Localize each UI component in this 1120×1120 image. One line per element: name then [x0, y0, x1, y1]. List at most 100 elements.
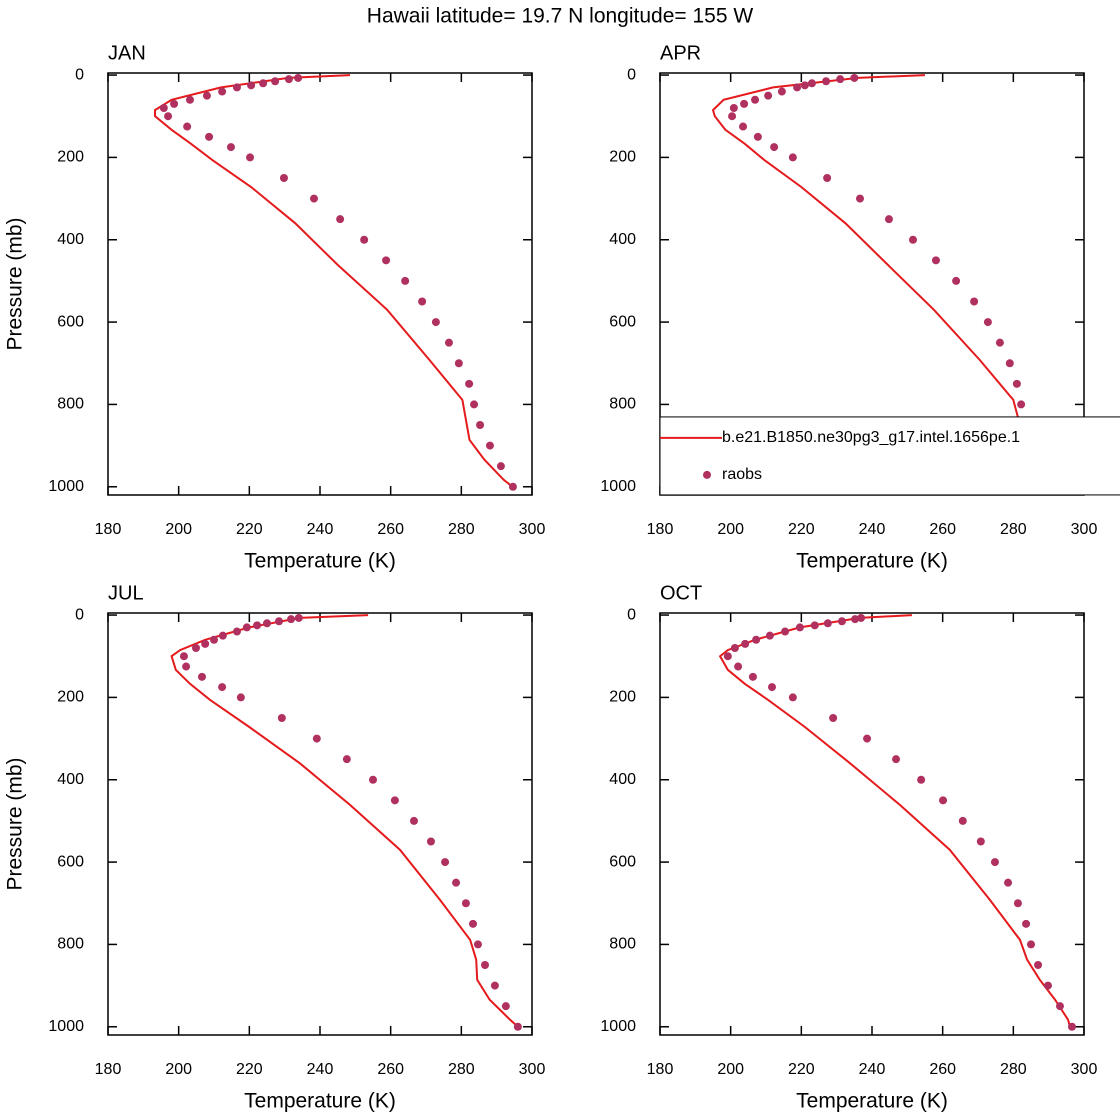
data-point	[218, 683, 227, 692]
y-tick-label: 200	[609, 149, 636, 166]
data-point	[179, 652, 188, 661]
data-point	[1013, 899, 1022, 908]
data-point	[309, 194, 318, 203]
data-point	[360, 235, 369, 244]
data-point	[1022, 919, 1031, 928]
data-point	[232, 627, 241, 636]
x-tick-label: 280	[1000, 1061, 1027, 1078]
data-point	[952, 276, 961, 285]
y-tick-label: 800	[609, 936, 636, 953]
data-point	[829, 713, 838, 722]
data-point	[793, 83, 802, 92]
data-point	[390, 796, 399, 805]
data-point	[753, 132, 762, 141]
data-point	[958, 816, 967, 825]
x-tick-label: 300	[1071, 1061, 1098, 1078]
data-point	[263, 619, 271, 628]
data-point	[232, 83, 241, 92]
data-point	[855, 194, 864, 203]
y-tick-label: 400	[609, 771, 636, 788]
x-tick-label: 220	[236, 1061, 263, 1078]
x-tick-label: 200	[717, 1061, 744, 1078]
data-point	[857, 613, 866, 622]
data-point	[795, 623, 804, 632]
data-point	[242, 623, 251, 632]
data-point	[501, 1002, 510, 1011]
data-point	[810, 621, 819, 630]
x-tick-label: 220	[788, 1061, 815, 1078]
data-point	[202, 91, 211, 100]
data-point	[444, 338, 453, 347]
plot-frame	[107, 612, 533, 1036]
data-point	[1027, 940, 1035, 949]
x-tick-label: 180	[95, 1061, 122, 1078]
y-tick-label: 0	[75, 606, 84, 623]
data-point	[1004, 878, 1013, 887]
y-tick-label: 800	[57, 936, 84, 953]
data-point	[259, 79, 268, 88]
data-point	[734, 662, 743, 671]
data-point	[908, 235, 917, 244]
data-point	[1067, 1022, 1076, 1031]
data-point	[294, 613, 303, 622]
legend-label: b.e21.B1850.ne30pg3_g17.intel.1656pe.1	[722, 429, 1020, 446]
legend-box	[659, 416, 1120, 496]
x-tick-label: 220	[236, 521, 263, 538]
x-tick-label: 180	[95, 521, 122, 538]
x-tick-label: 180	[647, 1061, 674, 1078]
data-point	[197, 672, 206, 681]
data-point	[770, 143, 779, 152]
data-point	[723, 652, 732, 661]
data-point	[983, 318, 992, 327]
x-tick-label: 260	[377, 521, 404, 538]
data-point	[342, 755, 351, 764]
data-point	[454, 359, 463, 368]
data-point	[741, 639, 750, 648]
data-point	[201, 639, 210, 648]
y-tick-label: 800	[57, 396, 84, 413]
data-point	[892, 755, 901, 764]
plot-frame	[107, 72, 533, 496]
y-tick-label: 600	[609, 313, 636, 330]
y-tick-label: 200	[57, 689, 84, 706]
data-point	[468, 919, 477, 928]
x-tick-label: 260	[929, 1061, 956, 1078]
data-point	[418, 297, 427, 306]
data-point	[823, 619, 832, 628]
x-tick-label: 240	[859, 1061, 886, 1078]
data-point	[226, 143, 235, 152]
y-tick-label: 1000	[600, 478, 636, 495]
data-point	[513, 1022, 522, 1031]
x-tick-label: 240	[307, 1061, 334, 1078]
data-point	[312, 734, 321, 743]
data-point	[218, 87, 227, 96]
data-point	[970, 297, 979, 306]
data-point	[476, 421, 485, 430]
data-point	[452, 878, 461, 887]
data-point	[490, 981, 499, 990]
x-axis-label: Temperature (K)	[244, 1090, 396, 1113]
x-tick-label: 300	[519, 1061, 546, 1078]
data-point	[431, 318, 440, 327]
x-tick-label: 200	[717, 521, 744, 538]
data-point	[739, 122, 748, 131]
panel: JAN Temperature (K) Pressure (mb) 180 200 220…	[4, 42, 546, 572]
data-point	[976, 837, 985, 846]
x-axis-label: Temperature (K)	[796, 550, 948, 573]
x-tick-label: 260	[377, 1061, 404, 1078]
data-point	[939, 796, 948, 805]
data-point	[990, 858, 999, 867]
x-tick-label: 220	[788, 521, 815, 538]
data-point	[287, 615, 296, 624]
data-point	[1017, 400, 1026, 409]
data-point	[159, 103, 168, 112]
data-point	[748, 672, 757, 681]
y-tick-label: 0	[75, 66, 84, 83]
data-point	[764, 91, 773, 100]
data-point	[788, 693, 797, 702]
data-point	[470, 400, 479, 409]
data-point	[218, 631, 227, 640]
y-tick-label: 400	[57, 231, 84, 248]
panel: APR Temperature (K) 180 200 220 240 260 280 300 0…	[600, 42, 1120, 573]
data-point	[740, 99, 749, 108]
